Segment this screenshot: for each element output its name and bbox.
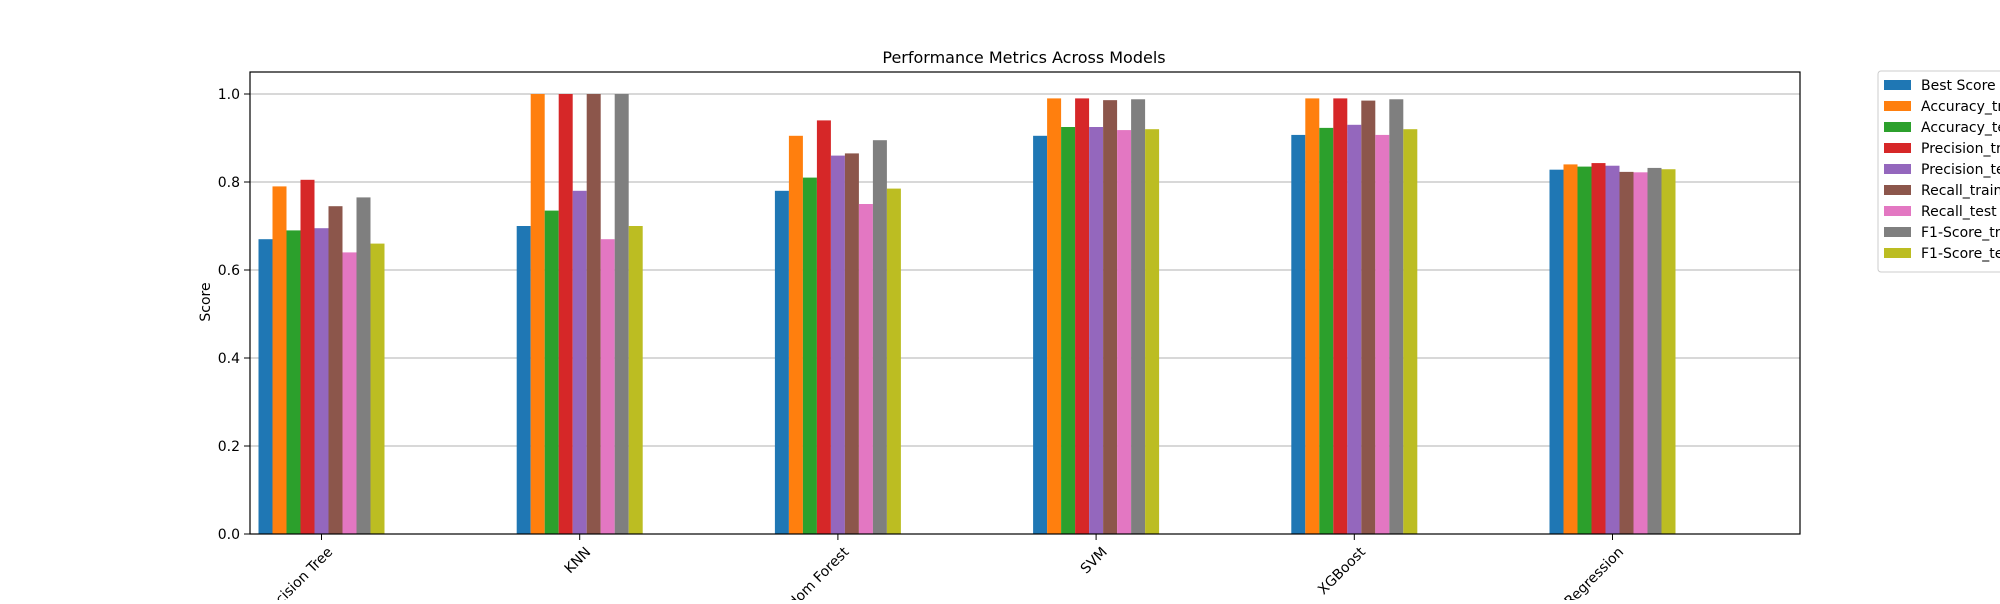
x-tick-label: dom Forest [786,544,853,600]
legend-swatch [1884,101,1911,111]
x-tick-label: cision Tree [273,544,337,600]
legend-label: Accuracy_te [1921,120,2000,136]
bar [328,206,343,534]
bar [774,190,789,535]
legend-label: F1-Score_te [1921,246,2000,262]
bar [844,153,859,534]
bar [342,252,357,534]
x-tick-label: KNN [562,544,595,577]
legend-label: Best Score [1921,78,1996,94]
bar [314,228,329,534]
y-tick-label: 1.0 [218,87,240,103]
bar [286,230,301,534]
bar [1577,166,1592,534]
y-tick-label: 0.8 [218,175,240,191]
bar [356,197,371,534]
legend-swatch [1884,185,1911,195]
bar [1333,98,1348,535]
bar [886,188,901,534]
x-tick-label: SVM [1078,544,1111,577]
bar [1361,100,1376,534]
bar [1375,134,1390,535]
bar [1075,98,1090,535]
bar [628,226,643,534]
legend-label: Precision_tr [1921,141,2000,157]
legend-label: Recall_train [1921,183,2000,199]
bar [572,190,587,535]
bar [1619,171,1634,534]
bar [258,239,273,534]
y-axis-label: Score [198,282,214,321]
bar [1389,99,1404,534]
legend-swatch [1884,248,1911,258]
bar [1549,169,1564,534]
bar [858,204,873,534]
bar [1591,163,1606,534]
bar [1347,124,1362,535]
bar [872,140,887,534]
x-axis-ticks: cision Tree KNN dom Forest SVM XGBoost Regres… [273,534,1627,604]
bar [1033,135,1048,535]
bar [1305,98,1320,535]
legend-swatch [1884,122,1911,132]
bar [1563,164,1578,534]
bar [1061,127,1076,534]
bar [1403,129,1418,534]
legend-swatch [1884,227,1911,237]
bar [600,239,615,534]
legend-swatch [1884,206,1911,216]
bar [516,226,531,534]
bar [1291,134,1306,535]
bar [1605,165,1620,534]
legend-label: Accuracy_tr [1921,99,2000,115]
y-tick-label: 0.2 [218,439,240,455]
y-tick-label: 0.4 [218,351,240,367]
bar [1047,98,1062,535]
legend-swatch [1884,80,1911,90]
bar [830,155,845,534]
bars [258,94,1676,535]
bar [1089,127,1104,534]
legend-swatch [1884,164,1911,174]
bar [544,210,559,534]
y-tick-label: 0.6 [218,263,240,279]
legend-label: Recall_test [1921,204,1997,220]
y-tick-label: 0.0 [218,527,240,543]
bar [1103,100,1118,534]
x-tick-label: XGBoost [1315,544,1369,598]
legend-swatch [1884,143,1911,153]
bar [802,177,817,534]
bar [614,94,629,534]
bar [272,186,287,534]
bar [1633,172,1648,534]
bar [1661,169,1676,535]
bar [558,94,573,534]
legend-label: Precision_te [1921,162,2000,178]
legend-label: F1-Score_tr [1921,225,2000,241]
x-tick-label: Regression [1562,544,1627,600]
y-axis-ticks: 0.0 0.2 0.4 0.6 0.8 1.0 [218,87,250,543]
bar [530,94,545,534]
bar [816,120,831,535]
plot-frame [249,71,1801,535]
bar [1319,127,1334,534]
chart-title: Performance Metrics Across Models [882,48,1165,67]
bar [788,135,803,535]
bar [300,179,315,535]
bar [1117,130,1132,534]
bar [1145,129,1160,534]
bar [370,243,385,534]
bar [586,94,601,534]
bar [1131,99,1146,534]
bar [1647,167,1662,535]
legend-box [1877,70,2000,273]
legend: Best Score Accuracy_tr Accuracy_te Precisio… [1877,70,2000,273]
